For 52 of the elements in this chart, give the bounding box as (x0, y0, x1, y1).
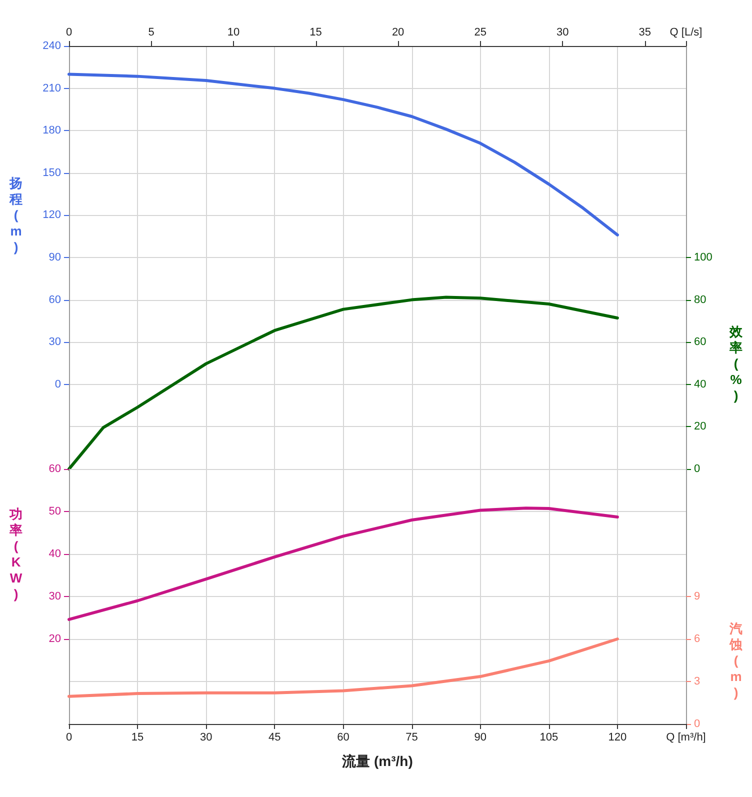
y-tick-label: 50 (48, 506, 61, 518)
x-axis-title: 流量 (m³/h) (341, 753, 413, 769)
x-tick-label: 45 (268, 732, 281, 744)
y2-tick-label: 3 (694, 676, 700, 688)
x-tick-label: 15 (131, 732, 144, 744)
x2-tick-label: 25 (474, 26, 486, 38)
x-tick-label: 30 (200, 732, 212, 744)
x-tick-label: 105 (540, 732, 558, 744)
y2-tick-label: 100 (694, 252, 712, 264)
x-tick-label: 60 (337, 732, 350, 744)
y2-tick-label: 0 (694, 718, 700, 730)
y2-tick-label: 80 (694, 294, 706, 306)
y-tick-label: 180 (42, 124, 61, 137)
y-tick-label: 60 (48, 294, 61, 306)
y2-tick-label: 20 (694, 420, 706, 433)
x2-tick-label: 10 (227, 26, 240, 38)
y-tick-label: 210 (42, 82, 61, 94)
y-tick-label: 0 (54, 378, 61, 390)
line-series (68, 72, 619, 236)
x-tick-label: 90 (474, 732, 486, 744)
x2-tick-label: 30 (556, 26, 569, 38)
y2-tick-label: 6 (694, 633, 700, 645)
x2-tick-label: 35 (638, 26, 651, 38)
y-tick-label: 90 (48, 252, 61, 264)
y-tick-label: 120 (42, 209, 61, 222)
y-tick-label: 240 (42, 40, 61, 52)
x-tick-label: 0 (66, 732, 72, 744)
y-tick-label: 60 (48, 463, 61, 475)
y-tick-label: 150 (42, 166, 61, 179)
line-series (68, 638, 619, 698)
x2-tick-label: 20 (392, 26, 404, 38)
y-tick-label: 40 (48, 548, 61, 560)
y2-tick-label: 40 (694, 378, 706, 390)
y-tick-label: 30 (48, 590, 61, 602)
line-series (68, 506, 619, 621)
y2-tick-label: 9 (694, 590, 700, 602)
y-axis-title: 扬程 (m) (8, 176, 22, 255)
line-series (68, 296, 619, 470)
x2-tick-label: 5 (148, 26, 154, 38)
y2-axis-title: 效率 (%) (728, 324, 744, 403)
x2-tick-label: Q [L/s] (670, 26, 702, 38)
x-tick-label: Q [m³/h] (666, 732, 706, 744)
x2-tick-label: 15 (310, 26, 322, 38)
y2-tick-label: 60 (694, 336, 706, 348)
x2-tick-label: 0 (66, 26, 72, 38)
y-axis-title: 功率 (KW) (8, 506, 23, 602)
y2-tick-label: 0 (694, 463, 700, 475)
y-tick-label: 30 (48, 336, 61, 348)
y-tick-label: 20 (48, 633, 61, 645)
x-tick-label: 120 (608, 732, 627, 744)
y2-axis-title: 汽蚀 (m) (728, 620, 742, 700)
x-tick-label: 75 (406, 732, 418, 744)
